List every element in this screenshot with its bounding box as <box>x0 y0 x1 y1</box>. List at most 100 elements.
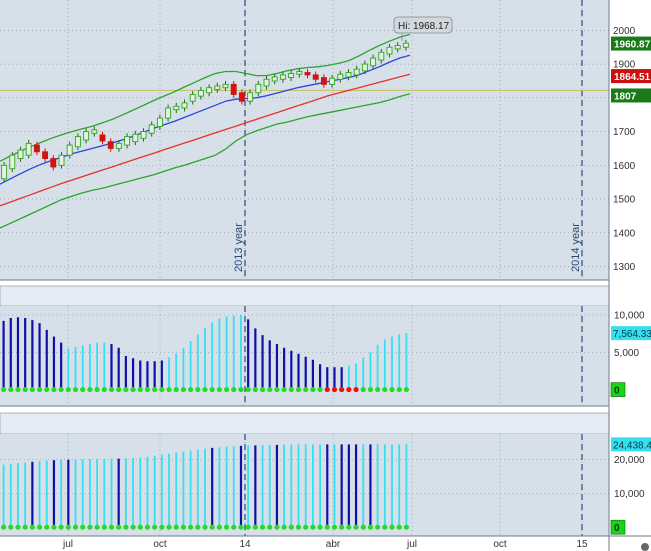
candle <box>296 71 303 75</box>
zero-dot <box>94 386 100 393</box>
zero-dot <box>339 524 345 530</box>
high-marker-box <box>393 16 453 34</box>
candle <box>320 77 327 85</box>
zero-dot <box>346 386 352 393</box>
zero-dot <box>382 386 388 393</box>
candle <box>378 51 385 61</box>
zero-dot <box>310 524 316 530</box>
zero-dot <box>29 386 35 393</box>
zero-dot <box>252 386 258 393</box>
candle <box>165 107 172 119</box>
zero-dot <box>382 524 388 530</box>
zero-dot <box>80 386 86 393</box>
candle <box>271 76 278 82</box>
zero-dot <box>389 386 395 393</box>
zero-dot <box>0 386 7 393</box>
candle <box>329 77 336 85</box>
zero-dot <box>29 524 35 530</box>
zero-dot <box>123 524 129 530</box>
candle <box>189 94 196 102</box>
price-panel <box>0 0 609 280</box>
lower-band-line <box>0 93 411 229</box>
zero-dot <box>367 524 374 530</box>
zero-dot <box>288 386 294 393</box>
zero-dot <box>288 524 294 530</box>
candle <box>370 57 377 67</box>
zero-dot <box>231 524 237 530</box>
y-tick-label: 1400 <box>613 228 636 239</box>
zero-dot <box>94 524 100 530</box>
y-tick-label: 1500 <box>613 195 636 206</box>
candle <box>1 164 8 180</box>
candle <box>74 136 81 148</box>
zero-dot <box>8 386 14 393</box>
zero-dot <box>15 386 21 393</box>
candle <box>304 72 311 76</box>
price-label: 1960.87 <box>614 40 651 51</box>
zero-dot <box>259 386 266 393</box>
candle <box>238 92 245 102</box>
candle <box>394 45 401 50</box>
zero-dot <box>116 386 122 393</box>
candle <box>345 72 352 78</box>
candle <box>42 151 49 160</box>
zero-dot <box>295 524 302 530</box>
zero-dot <box>209 524 215 530</box>
zero-dot <box>101 386 107 393</box>
zero-label-box <box>610 382 626 397</box>
zero-dot <box>72 524 79 530</box>
high-marker-label: Hi: 1968.17 <box>398 21 450 32</box>
zero-dot <box>144 524 151 530</box>
candle <box>288 73 295 79</box>
current-value-box <box>611 326 651 341</box>
zero-dot <box>245 386 251 393</box>
candle <box>263 78 270 87</box>
zero-dot <box>231 386 237 393</box>
zero-dot <box>375 524 381 530</box>
zero-dot <box>44 386 50 393</box>
zero-dot <box>173 524 179 530</box>
candle <box>206 87 213 94</box>
y-tick-label: 10,000 <box>614 489 645 500</box>
candle <box>337 73 344 80</box>
candle <box>132 133 139 143</box>
x-tick-label: abr <box>326 539 341 550</box>
candle <box>197 89 204 97</box>
candle <box>214 85 221 90</box>
candle <box>124 136 131 146</box>
price-label-box <box>611 36 651 51</box>
zero-dot <box>173 386 179 393</box>
zero-dot <box>180 386 187 393</box>
year-label: 2014 year <box>570 223 582 272</box>
zero-dot <box>202 524 208 530</box>
y-tick-label: 5,000 <box>614 348 639 359</box>
zero-dot <box>87 524 93 530</box>
zero-dot <box>159 386 165 393</box>
candle <box>91 129 98 134</box>
zero-dot <box>353 524 359 530</box>
price-label-box <box>611 88 651 103</box>
zero-dot <box>303 386 309 393</box>
zero-dot <box>223 386 230 393</box>
candle <box>279 74 286 80</box>
zero-dot <box>295 386 302 393</box>
candle <box>83 131 90 141</box>
zero-dot <box>317 386 323 393</box>
zero-dot <box>396 524 402 530</box>
zero-dot <box>130 524 136 530</box>
candle <box>107 141 114 149</box>
indicator2-header <box>0 412 610 435</box>
y-tick-label: 1700 <box>613 127 636 138</box>
price-label: 1807 <box>614 91 637 102</box>
zero-dot <box>403 524 410 530</box>
candle <box>25 142 32 156</box>
candle <box>156 117 163 127</box>
x-tick-label: 14 <box>239 539 251 550</box>
candle <box>66 144 73 156</box>
zero-dot <box>123 386 129 393</box>
zero-dot <box>152 386 158 393</box>
zero-dot <box>108 524 115 530</box>
zero-dot <box>252 524 258 530</box>
zero-dot <box>331 524 338 530</box>
